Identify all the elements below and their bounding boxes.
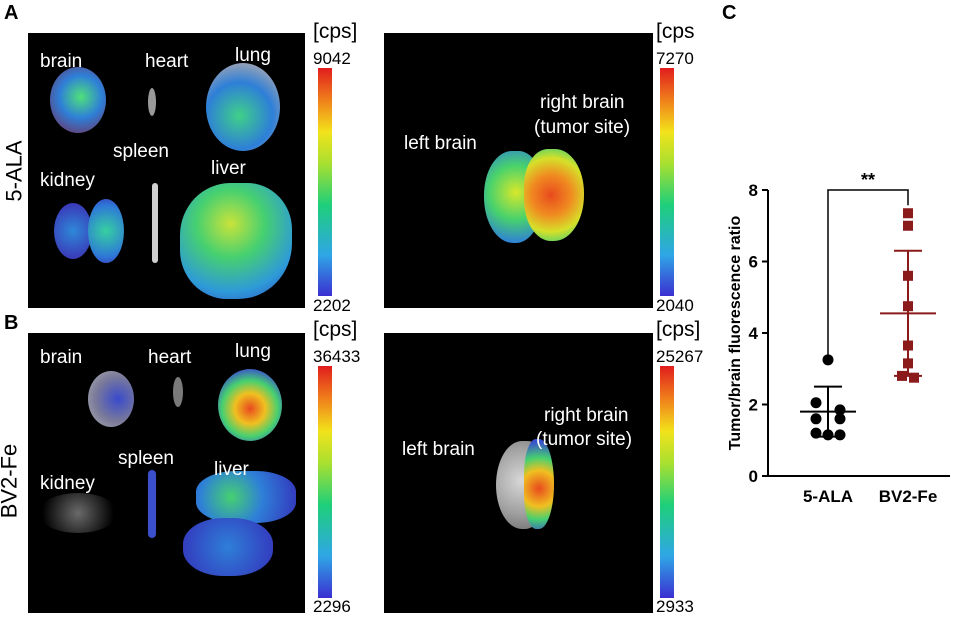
colorbar-a-brain-max: 7270	[656, 49, 694, 68]
colorbar-b-organs-min: 2296	[313, 597, 351, 616]
row-label-5-ala: 5-ALA	[1, 140, 27, 202]
organ-label-spleen-b: spleen	[118, 448, 174, 469]
data-point-bv2-fe	[909, 372, 919, 383]
data-point-5-ala	[822, 429, 834, 441]
kidney-left-fluorescence	[54, 203, 92, 259]
label-right-brain: right brain	[540, 92, 625, 113]
lung-fluorescence-b	[218, 369, 282, 441]
y-tick-label: 2	[749, 396, 758, 415]
significance-bracket	[827, 189, 909, 357]
kidney-fluorescence-b	[38, 493, 118, 533]
organ-label-liver-b: liver	[214, 459, 249, 480]
significance-label: **	[861, 170, 875, 190]
data-point-bv2-fe	[903, 340, 913, 351]
panel-letter-c: C	[722, 2, 737, 24]
colorbar-a-brain-min: 2040	[656, 296, 694, 315]
colorbar-a-brain	[660, 68, 674, 296]
colorbar-a-brain-unit: [cps	[656, 20, 695, 43]
data-point-5-ala	[834, 429, 846, 441]
colorbar-b-organs	[318, 366, 332, 598]
organ-label-brain: brain	[40, 51, 83, 72]
panel-letter-b: B	[4, 312, 19, 334]
colorbar-a-organs	[318, 68, 332, 296]
organ-label-lung: lung	[235, 45, 271, 66]
organ-label-heart: heart	[145, 51, 189, 72]
panel-c-chart: 0 2 4 6 8 Tumor/brain fluorescence ratio 5-ALA…	[727, 170, 950, 506]
data-point-bv2-fe	[897, 370, 907, 381]
organ-label-heart-b: heart	[148, 347, 192, 368]
panel-a-brain-image: left brain right brain (tumor site)	[384, 33, 653, 308]
organ-label-brain-b: brain	[40, 347, 83, 368]
colorbar-b-brain	[660, 366, 674, 598]
row-label-bv2-fe: BV2-Fe	[0, 443, 22, 519]
organ-label-lung-b: lung	[235, 341, 271, 362]
panel-b-organ-image: brain heart lung kidney spleen liver	[28, 333, 305, 613]
organ-label-kidney-b: kidney	[40, 473, 95, 494]
label-left-brain: left brain	[404, 133, 477, 154]
liver-upper-fluorescence-b	[196, 471, 296, 523]
colorbar-a-organs-max: 9042	[313, 49, 351, 68]
kidney-right-fluorescence	[88, 199, 124, 263]
heart-fluorescence	[148, 88, 156, 116]
data-point-5-ala	[822, 354, 834, 366]
data-point-bv2-fe	[903, 220, 913, 231]
liver-fluorescence	[180, 183, 292, 299]
y-tick-label: 6	[749, 253, 758, 272]
x-category-label: BV2-Fe	[879, 487, 938, 506]
label-tumor-site: (tumor site)	[534, 117, 631, 138]
panel-a-organ-image: brain heart lung kidney spleen liver	[28, 33, 305, 308]
data-point-bv2-fe	[903, 270, 913, 281]
data-point-5-ala	[810, 413, 822, 425]
data-point-bv2-fe	[903, 301, 913, 312]
data-point-5-ala	[810, 397, 822, 409]
colorbar-a-organs-unit: [cps]	[313, 20, 358, 43]
panel-letter-a: A	[4, 2, 19, 24]
x-category-label: 5-ALA	[803, 487, 853, 506]
data-point-bv2-fe	[903, 358, 913, 369]
data-point-5-ala	[810, 427, 822, 439]
label-tumor-site-b: (tumor site)	[536, 429, 633, 450]
organ-label-kidney: kidney	[40, 170, 95, 191]
y-axis-label: Tumor/brain fluorescence ratio	[727, 216, 744, 451]
y-tick-label: 4	[749, 324, 759, 343]
data-point-5-ala	[834, 413, 846, 425]
colorbar-b-organs-max: 36433	[313, 347, 361, 366]
data-point-bv2-fe	[903, 208, 913, 219]
colorbar-b-brain-unit: [cps]	[656, 318, 701, 341]
colorbar-b-brain-max: 25267	[656, 347, 704, 366]
brain-fluorescence	[50, 67, 106, 133]
right-brain-fluorescence-b	[524, 439, 554, 529]
y-tick-label: 0	[749, 467, 758, 486]
organ-label-liver: liver	[211, 158, 246, 179]
panel-b-brain-image: left brain right brain (tumor site)	[384, 333, 653, 613]
organ-label-spleen: spleen	[113, 141, 169, 162]
data-point-5-ala	[834, 404, 846, 416]
label-left-brain-b: left brain	[402, 439, 475, 460]
colorbar-b-brain-min: 2933	[656, 597, 694, 616]
colorbar-b-organs-unit: [cps]	[313, 318, 358, 341]
right-brain-fluorescence	[524, 149, 584, 241]
liver-lower-fluorescence-b	[183, 518, 273, 576]
label-right-brain-b: right brain	[544, 405, 629, 426]
spleen-fluorescence-b	[148, 470, 156, 538]
y-tick-label: 8	[749, 181, 758, 200]
spleen-fluorescence	[152, 183, 158, 263]
colorbar-a-organs-min: 2202	[313, 296, 351, 315]
lung-fluorescence	[206, 63, 280, 151]
brain-fluorescence-b	[88, 371, 134, 427]
heart-fluorescence-b	[173, 377, 183, 407]
